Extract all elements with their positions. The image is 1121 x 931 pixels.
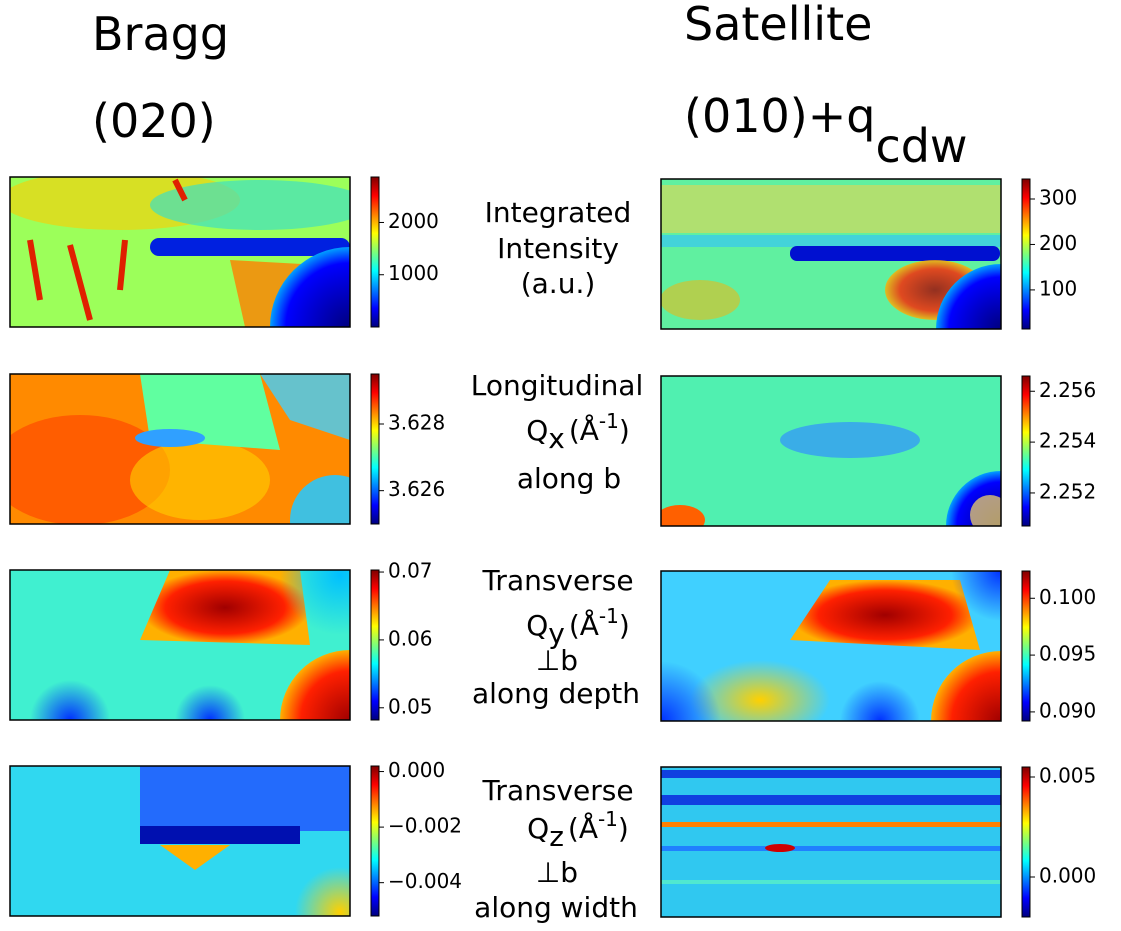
colorbar-tick-label: 0.095: [1039, 642, 1096, 666]
colorbar-tick-label: 0.06: [388, 626, 433, 650]
heatmap: [661, 767, 1001, 917]
colorbar-tick-label: 0.100: [1039, 585, 1096, 609]
colorbar-tick-label: 3.626: [388, 477, 445, 501]
row-quantity: Qy (Å-1): [526, 604, 630, 650]
colorbar-tick-label: 100: [1039, 276, 1077, 300]
row-label: along width: [474, 891, 638, 924]
row-quantity: Qz (Å-1): [527, 807, 629, 853]
heatmaps: [9, 176, 1002, 918]
row-label: along b: [517, 462, 621, 495]
colorbar: [370, 569, 380, 721]
colorbar-tick-label: 0.000: [388, 758, 445, 782]
colorbar-tick-label: 0.005: [1039, 764, 1096, 788]
colorbar-tick-label: −0.002: [388, 814, 462, 838]
colorbar-tick-label: 3.628: [388, 411, 445, 435]
colorbar: [370, 765, 380, 917]
row-label: ⊥b: [536, 644, 578, 677]
heatmap: [10, 766, 350, 916]
colorbar-tick-label: 200: [1039, 231, 1077, 255]
row-label: Transverse: [481, 564, 633, 597]
heatmap: [661, 376, 1001, 526]
row-label: along depth: [472, 677, 640, 710]
colorbar-tick-label: 0.07: [388, 559, 433, 583]
row-label: (a.u.): [521, 267, 596, 300]
heatmap: [10, 177, 350, 327]
colorbar: [1021, 766, 1031, 918]
row-label: Integrated: [485, 196, 632, 229]
colorbar-tick-label: 0.05: [388, 694, 433, 718]
column-title: Satellite: [684, 0, 872, 51]
row-label: Transverse: [481, 774, 633, 807]
colorbar: [370, 373, 380, 525]
column-subtitle: (010)+qcdw: [684, 89, 968, 173]
heatmap: [10, 570, 350, 720]
heatmap: [10, 374, 350, 524]
colorbar-tick-label: 2.254: [1039, 429, 1096, 453]
row-label: Longitudinal: [471, 369, 644, 402]
colorbar-tick-label: 0.000: [1039, 864, 1096, 888]
colorbar-tick-label: 2.252: [1039, 479, 1096, 503]
colorbar: [1021, 375, 1031, 527]
colorbar-tick-label: 2.256: [1039, 378, 1096, 402]
colorbars: 1000 2000 100 200 300 3.626 3.628 2.252 2.254 2.2…: [370, 176, 1096, 918]
heatmap: [661, 179, 1001, 329]
row-label: Intensity: [497, 232, 619, 265]
colorbar-tick-label: 2000: [388, 209, 439, 233]
row-labels: Integrated Intensity (a.u.) Longitudinal…: [471, 196, 644, 924]
heatmap: [661, 571, 1001, 721]
colorbar-tick-label: 0.090: [1039, 698, 1096, 722]
colorbar-tick-label: 300: [1039, 186, 1077, 210]
colorbar: [370, 176, 380, 328]
colorbar: [1021, 570, 1031, 722]
row-quantity: Qx (Å-1): [526, 409, 630, 455]
colorbar: [1021, 178, 1031, 330]
row-label: ⊥b: [536, 856, 578, 889]
column-titles: Bragg (020) Satellite (010)+qcdw: [92, 0, 968, 173]
colorbar-tick-label: −0.004: [388, 869, 462, 893]
column-subtitle: (020): [92, 94, 216, 148]
column-title: Bragg: [92, 7, 229, 61]
colorbar-tick-label: 1000: [388, 261, 439, 285]
